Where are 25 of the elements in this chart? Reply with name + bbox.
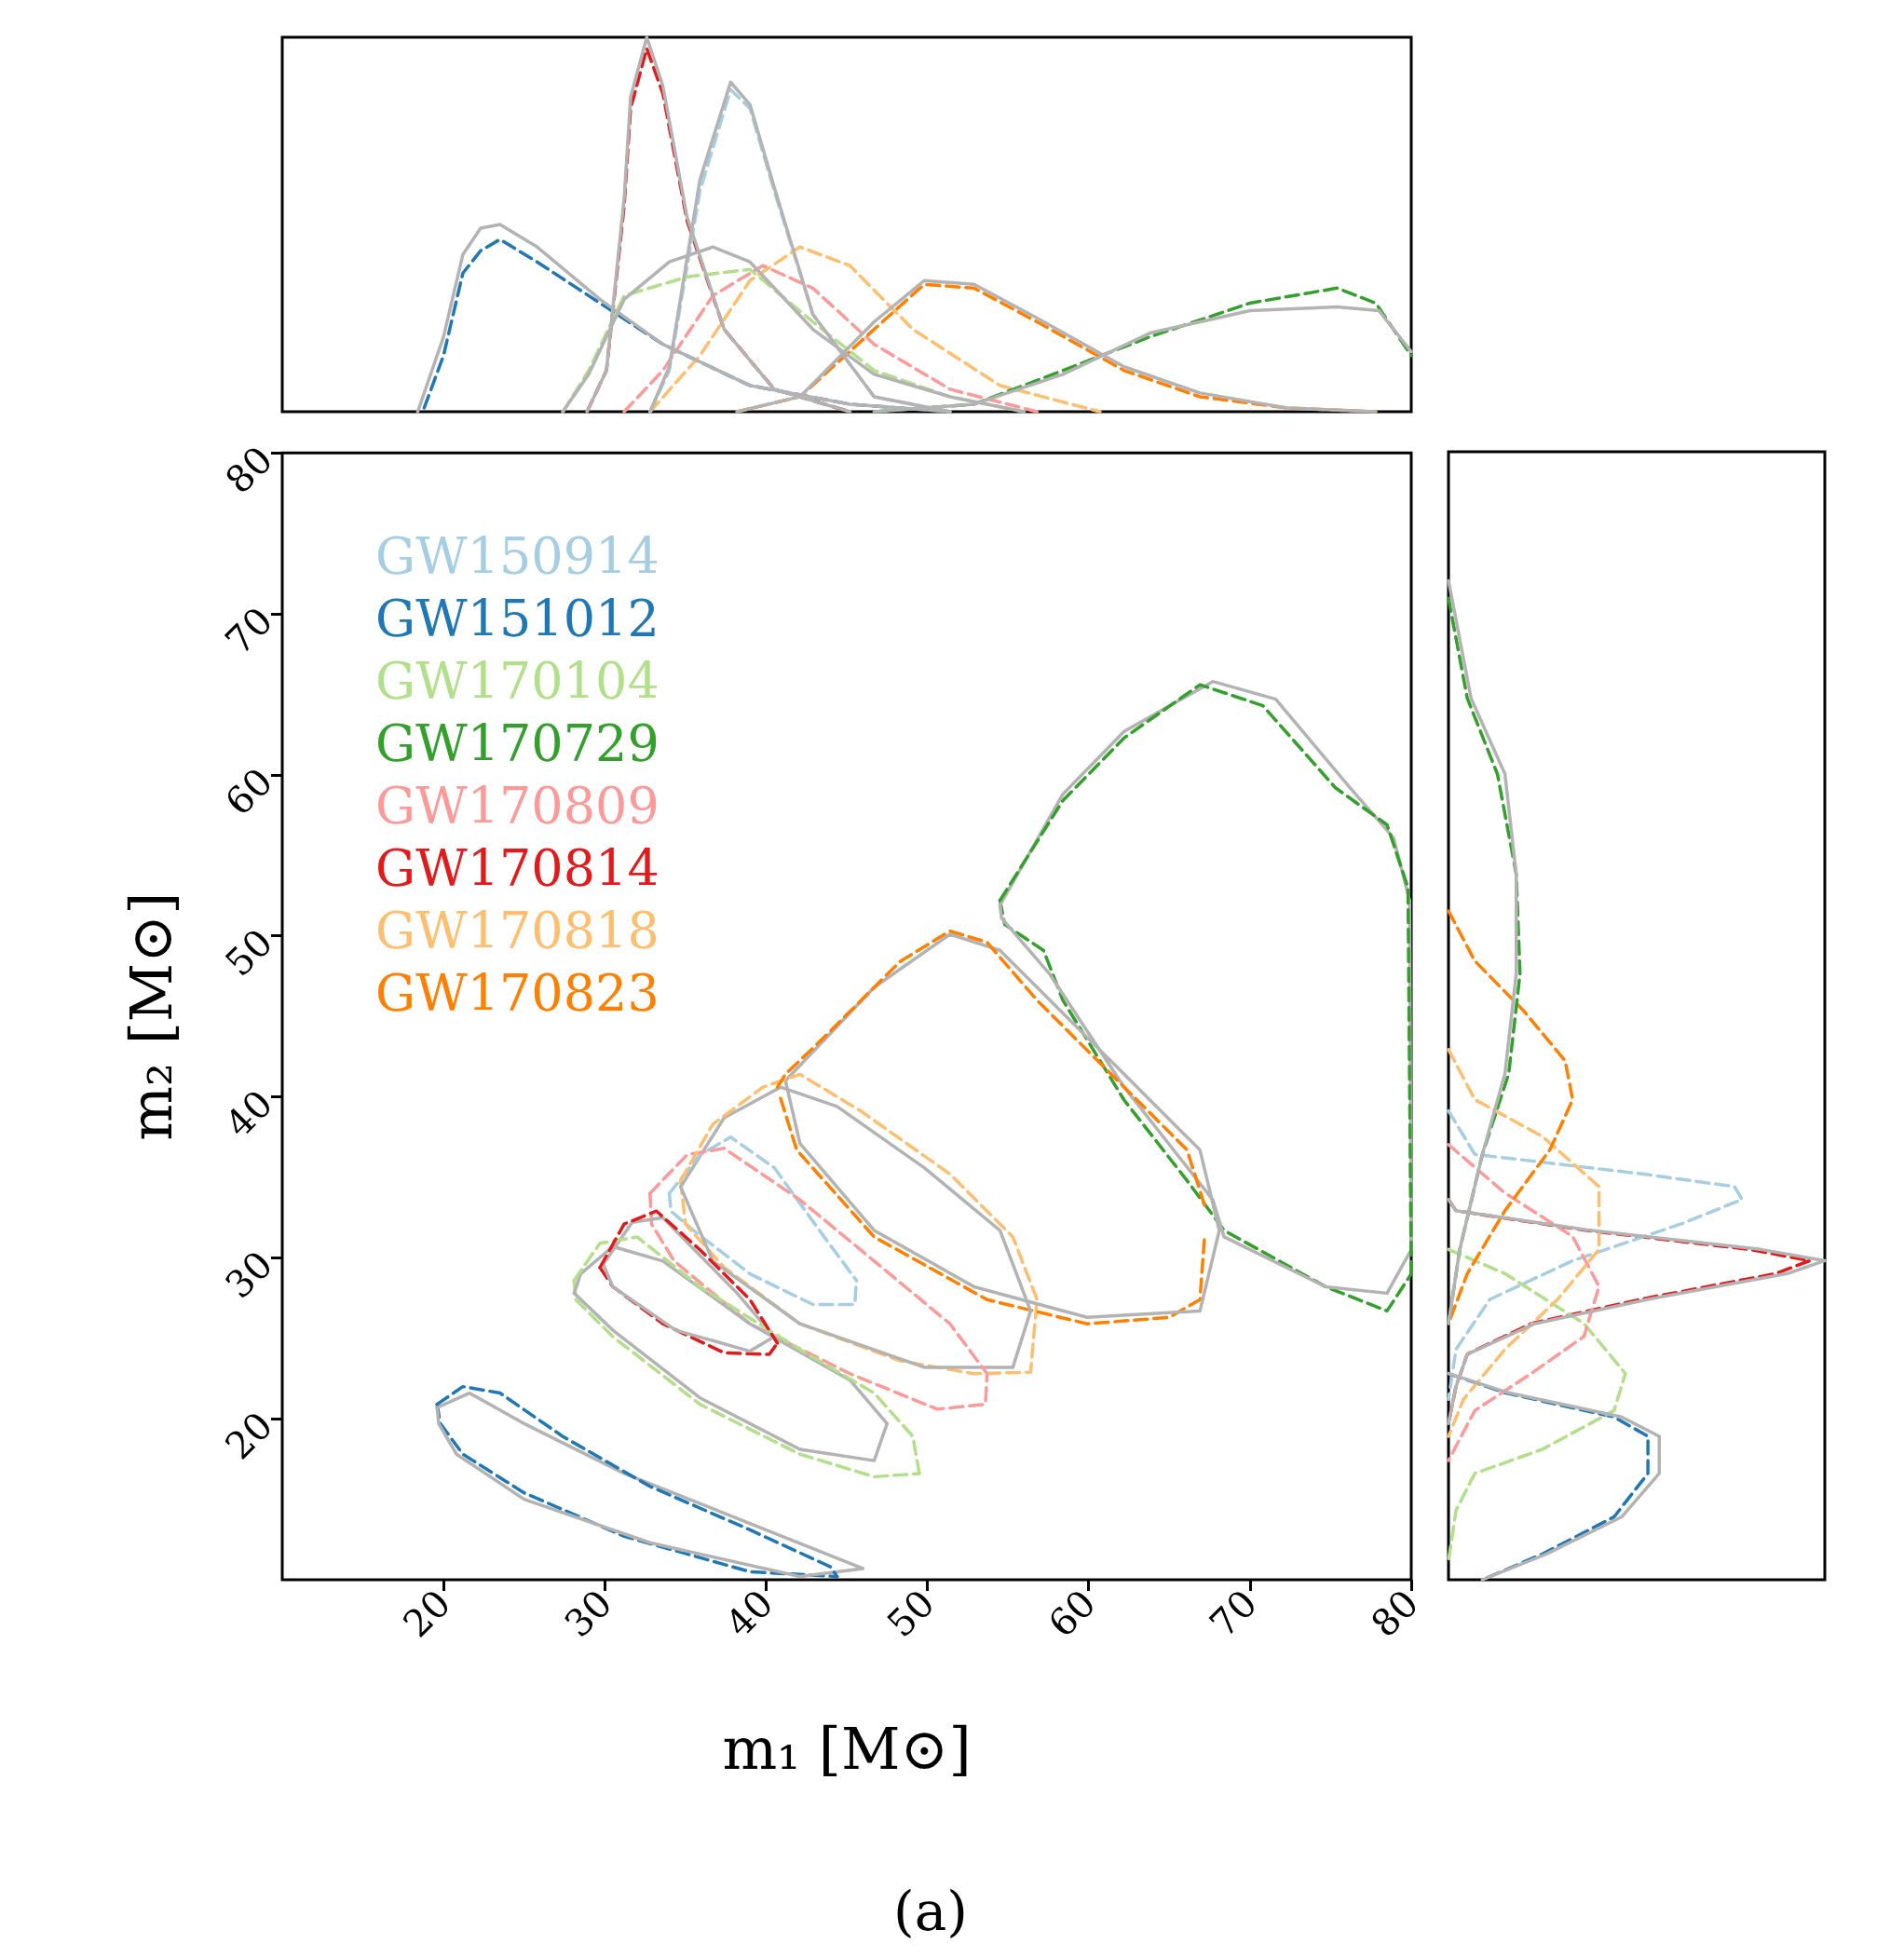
text: GW170823 (375, 963, 660, 1023)
x-tick-label: 20 (394, 1581, 459, 1646)
y-axis-title: m₂ [M⊙] (116, 891, 185, 1141)
text: GW150914 (375, 526, 660, 586)
text: GW170818 (375, 901, 660, 960)
x-tick-label: 60 (1040, 1581, 1104, 1646)
text: GW151012 (375, 589, 660, 648)
y-tick-label: 40 (216, 1081, 281, 1146)
text: GW170814 (375, 838, 660, 898)
y-tick-label: 80 (216, 438, 281, 502)
x-tick-label: 80 (1362, 1581, 1427, 1646)
y-tick-label: 30 (216, 1243, 281, 1307)
y-tick-label: 20 (216, 1403, 281, 1468)
text: GW170729 (375, 713, 660, 773)
x-axis-title: m₁ [M⊙] (722, 1714, 972, 1783)
text: GW170104 (375, 651, 660, 711)
x-tick-label: 40 (717, 1581, 782, 1646)
y-tick-label: 50 (216, 920, 281, 985)
y-tick-label: 70 (216, 598, 281, 663)
text: GW170809 (375, 776, 660, 836)
y-tick-label: 60 (216, 759, 281, 824)
x-tick-label: 50 (878, 1581, 943, 1646)
x-tick-label: 30 (556, 1581, 620, 1646)
x-tick-label: 70 (1201, 1581, 1266, 1646)
text: (a) (893, 1880, 968, 1943)
